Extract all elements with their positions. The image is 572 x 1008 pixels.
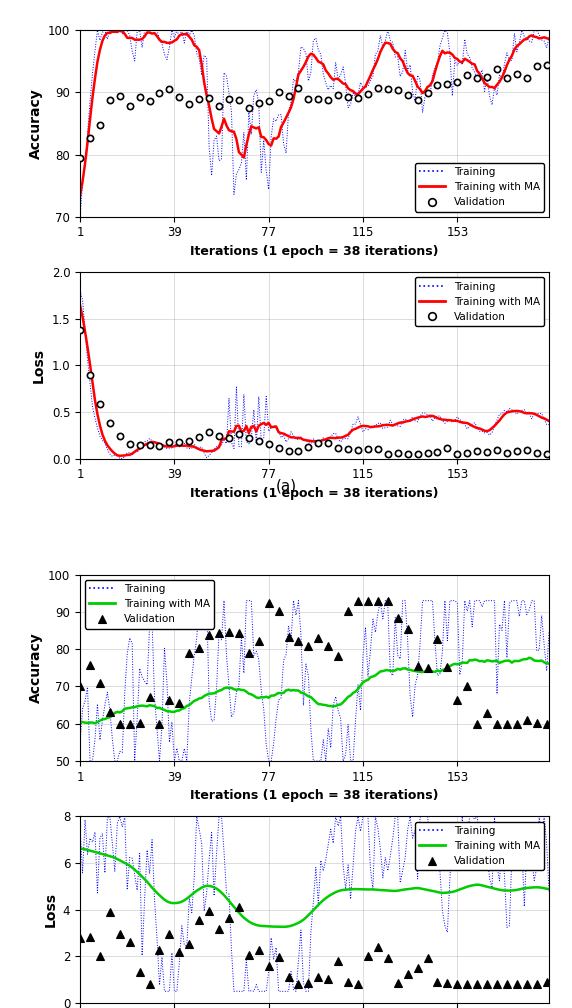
Y-axis label: Accuracy: Accuracy: [29, 88, 42, 159]
Legend: Training, Training with MA, Validation: Training, Training with MA, Validation: [415, 277, 544, 327]
Y-axis label: Loss: Loss: [43, 892, 57, 927]
Legend: Training, Training with MA, Validation: Training, Training with MA, Validation: [415, 822, 544, 871]
X-axis label: Iterations (1 epoch = 38 iterations): Iterations (1 epoch = 38 iterations): [190, 245, 439, 258]
Y-axis label: Accuracy: Accuracy: [29, 632, 42, 704]
Legend: Training, Training with MA, Validation: Training, Training with MA, Validation: [415, 162, 544, 212]
Legend: Training, Training with MA, Validation: Training, Training with MA, Validation: [85, 580, 214, 629]
X-axis label: Iterations (1 epoch = 38 iterations): Iterations (1 epoch = 38 iterations): [190, 789, 439, 802]
X-axis label: Iterations (1 epoch = 38 iterations): Iterations (1 epoch = 38 iterations): [190, 487, 439, 500]
Text: (a): (a): [276, 479, 296, 494]
Y-axis label: Loss: Loss: [32, 348, 46, 383]
